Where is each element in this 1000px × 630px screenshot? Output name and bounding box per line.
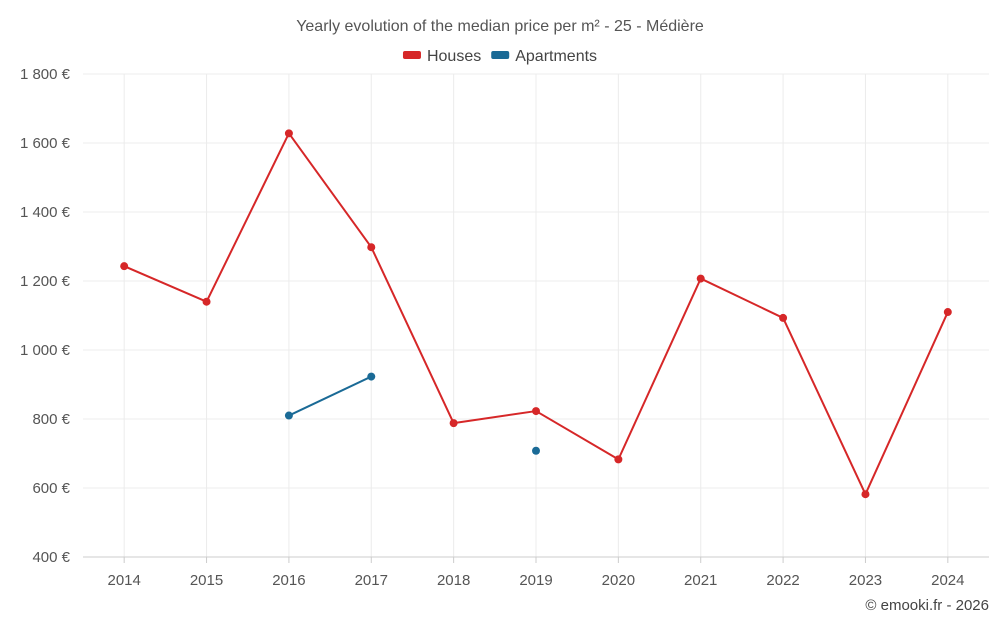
houses-point-2016[interactable] [284, 129, 293, 138]
grid [83, 73, 989, 557]
houses-line-segment [123, 265, 208, 303]
y-tick-label: 1 600 € [20, 135, 71, 152]
houses-point-2022[interactable] [779, 313, 788, 322]
houses-line-segment [782, 316, 867, 496]
series-layer [120, 129, 952, 499]
apartments-point-2016[interactable] [284, 411, 293, 420]
y-tick-label: 1 000 € [20, 342, 71, 359]
x-tick-label: 2015 [190, 572, 223, 589]
x-tick-label: 2023 [849, 572, 882, 589]
x-tick-label: 2022 [766, 572, 799, 589]
houses-point-2019[interactable] [532, 407, 540, 416]
y-tick-label: 400 € [32, 549, 70, 566]
houses-line-segment [452, 410, 537, 425]
houses-point-2017[interactable] [367, 243, 376, 252]
houses-point-2015[interactable] [202, 297, 211, 306]
houses-point-2020[interactable] [614, 455, 623, 464]
apartments-line-segment [287, 375, 373, 417]
legend-swatch [402, 51, 421, 59]
series-houses [120, 129, 952, 499]
x-tick-label: 2016 [272, 572, 305, 589]
credit-text: © emooki.fr - 2026 [865, 597, 989, 614]
y-tick-label: 1 200 € [20, 273, 71, 290]
y-tick-label: 1 400 € [20, 204, 71, 221]
y-tick-label: 800 € [32, 411, 70, 428]
x-tick-label: 2019 [519, 572, 552, 589]
houses-line-segment [370, 246, 455, 425]
legend-item-houses[interactable]: Houses [402, 48, 481, 65]
x-tick-label: 2017 [355, 572, 388, 589]
x-tick-label: 2014 [107, 572, 140, 589]
legend-label: Houses [427, 48, 481, 65]
houses-line-segment [205, 132, 290, 303]
apartments-point-2017[interactable] [367, 372, 376, 381]
x-tick-label: 2020 [602, 572, 635, 589]
houses-point-2018[interactable] [449, 419, 458, 428]
houses-line-segment [287, 132, 373, 249]
houses-point-2021[interactable] [696, 274, 705, 283]
apartments-point-2019[interactable] [532, 446, 540, 455]
chart-title: Yearly evolution of the median price per… [296, 18, 704, 35]
houses-line-segment [535, 410, 620, 461]
x-tick-label: 2024 [931, 572, 964, 589]
series-apartments [284, 372, 540, 455]
x-tick-label: 2021 [684, 572, 717, 589]
legend-item-apartments[interactable]: Apartments [491, 48, 597, 65]
houses-point-2023[interactable] [861, 490, 870, 499]
houses-point-2024[interactable] [943, 308, 952, 317]
y-tick-label: 1 800 € [20, 66, 71, 83]
legend-swatch [491, 51, 510, 59]
axes: 400 € 600 € 800 € 1 000 € 1 200 € 1 400 € 1 60… [20, 66, 989, 589]
y-tick-label: 600 € [32, 480, 70, 497]
houses-point-2014[interactable] [120, 262, 129, 271]
legend: Houses Apartments [402, 48, 597, 65]
x-tick-label: 2018 [437, 572, 470, 589]
legend-label: Apartments [515, 48, 597, 65]
houses-line-segment [864, 311, 949, 496]
houses-line-segment [699, 277, 785, 319]
houses-line-segment [617, 277, 702, 461]
